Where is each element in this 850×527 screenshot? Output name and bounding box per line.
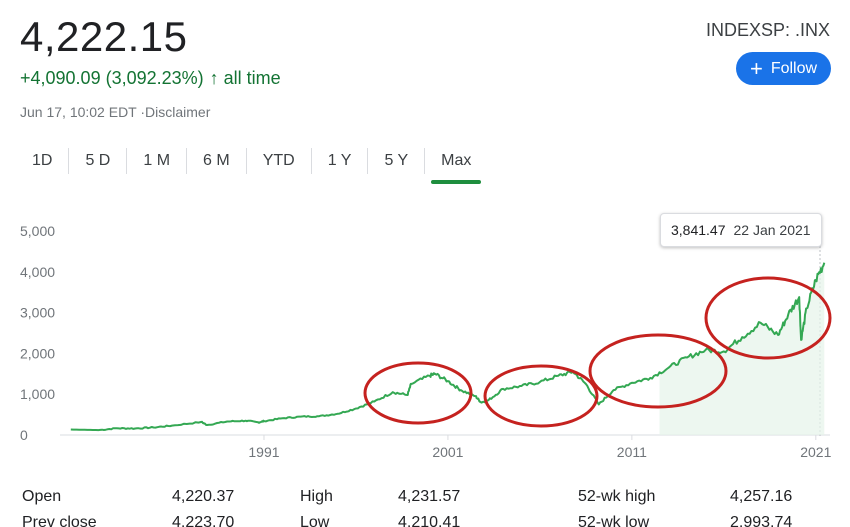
- x-tick-label: 2021: [800, 444, 831, 460]
- range-tab-1d[interactable]: 1D: [32, 152, 53, 169]
- x-tick-label: 2011: [617, 444, 647, 460]
- y-tick-label: 5,000: [20, 223, 55, 239]
- price-area: [659, 262, 825, 435]
- tooltip-value: 3,841.47: [671, 222, 726, 238]
- range-tab-5y[interactable]: 5 Y: [367, 148, 424, 174]
- stat-value-low: 4,210.41: [398, 514, 461, 527]
- y-tick-label: 2,000: [20, 345, 55, 361]
- y-axis: 5,000 4,000 3,000 2,000 1,000 0: [20, 223, 830, 443]
- annotation-circles: [363, 276, 832, 428]
- stat-label-high: High: [300, 488, 333, 505]
- stat-value-high: 4,231.57: [398, 488, 461, 505]
- annotation-circle: [363, 361, 473, 425]
- y-tick-label: 1,000: [20, 386, 55, 402]
- change-period: all time: [223, 68, 281, 88]
- price-change: +4,090.09 (3,092.23%) ↑ all time: [20, 68, 281, 89]
- range-tab-max[interactable]: Max: [424, 148, 487, 184]
- stat-value-52wk-high: 4,257.16: [730, 488, 793, 505]
- follow-button[interactable]: + Follow: [736, 52, 831, 85]
- y-tick-label: 0: [20, 427, 28, 443]
- annotation-circle: [483, 364, 599, 428]
- range-tab-5d[interactable]: 5 D: [68, 148, 126, 174]
- range-tab-ytd[interactable]: YTD: [245, 148, 311, 174]
- stat-value-52wk-low: 2,993.74: [730, 514, 793, 527]
- chart-tooltip: 3,841.47 22 Jan 2021: [660, 213, 822, 247]
- stat-value-prev-close: 4,223.70: [172, 514, 235, 527]
- annotation-circle: [588, 333, 728, 409]
- stats-table: Open 4,220.37 High 4,231.57 52-wk high 4…: [0, 488, 850, 527]
- up-arrow-icon: ↑: [209, 68, 219, 88]
- range-tab-1y[interactable]: 1 Y: [310, 148, 368, 174]
- disclaimer-link[interactable]: ·Disclaimer: [140, 104, 211, 120]
- range-tabs: 1D 5 D 1 M 6 M YTD 1 Y 5 Y Max: [16, 148, 487, 184]
- stat-label-prev-close: Prev close: [22, 514, 97, 527]
- y-tick-label: 3,000: [20, 305, 55, 321]
- x-tick-label: 1991: [248, 444, 279, 460]
- quote-meta: Jun 17, 10:02 EDT ·Disclaimer: [20, 104, 210, 120]
- stat-label-52wk-low: 52-wk low: [578, 514, 650, 527]
- x-tick-label: 2001: [432, 444, 463, 460]
- range-tab-1m[interactable]: 1 M: [126, 148, 186, 174]
- follow-label: Follow: [770, 59, 818, 77]
- stats-row: Prev close 4,223.70 Low 4,210.41 52-wk l…: [0, 514, 850, 527]
- plus-icon: +: [749, 55, 763, 81]
- x-axis: 1991 2001 2011 2021: [248, 435, 832, 460]
- range-tab-6m[interactable]: 6 M: [186, 148, 246, 174]
- price-chart[interactable]: 5,000 4,000 3,000 2,000 1,000 0 1991 2001 2011 2…: [0, 200, 850, 470]
- price-line: [70, 262, 826, 432]
- stat-value-open: 4,220.37: [172, 488, 235, 505]
- ticker-symbol: INDEXSP: .INX: [705, 20, 830, 40]
- y-tick-label: 4,000: [20, 264, 55, 280]
- price-value: 4,222.15: [20, 13, 188, 60]
- change-value: +4,090.09 (3,092.23%): [20, 68, 204, 88]
- stat-label-open: Open: [22, 488, 62, 505]
- stats-row: Open 4,220.37 High 4,231.57 52-wk high 4…: [0, 488, 850, 514]
- stat-label-52wk-high: 52-wk high: [578, 488, 656, 505]
- tooltip-date: 22 Jan 2021: [733, 222, 811, 238]
- stat-label-low: Low: [300, 514, 330, 527]
- timestamp: Jun 17, 10:02 EDT: [20, 104, 137, 120]
- annotation-circle: [704, 276, 832, 360]
